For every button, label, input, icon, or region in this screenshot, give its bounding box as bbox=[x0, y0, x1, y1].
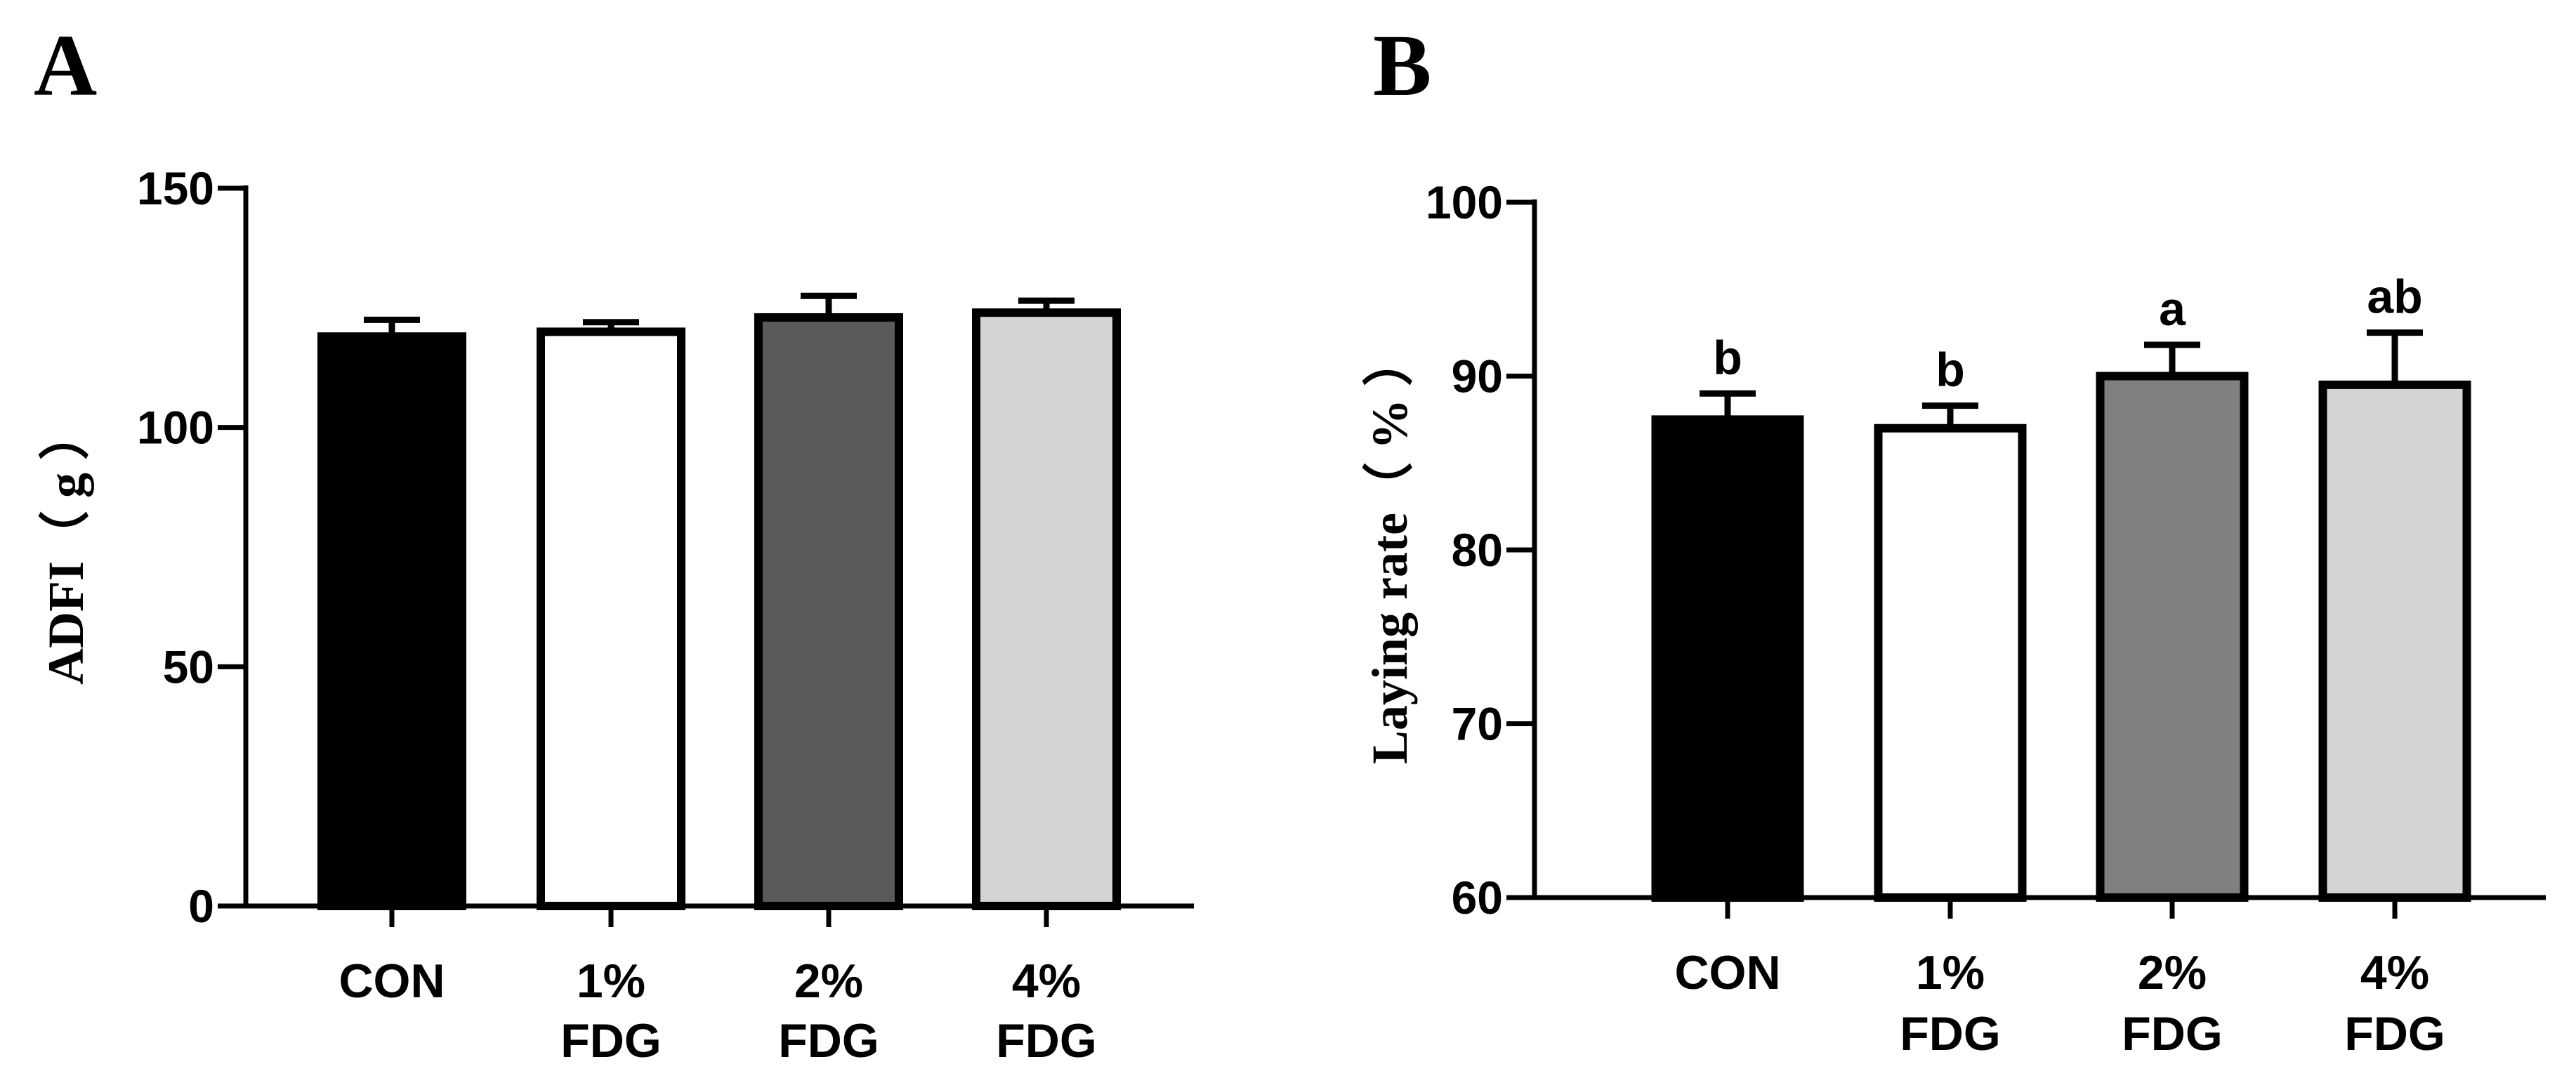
y-tick-label: 100 bbox=[137, 402, 214, 454]
bar bbox=[2318, 380, 2471, 902]
significance-label: ab bbox=[2367, 270, 2422, 324]
y-tick-label: 90 bbox=[1452, 350, 1503, 402]
x-tick-label: 2% bbox=[2138, 946, 2207, 999]
panel-b: B Laying rate（ % ） b CON b 1% FDG a 2% FDG ab 4% FDG… bbox=[1362, 18, 2546, 1061]
panel-letter: B bbox=[1373, 18, 1431, 114]
x-tick-label: FDG bbox=[778, 1014, 879, 1068]
x-tick-label: FDG bbox=[2122, 1007, 2223, 1061]
significance-label: b bbox=[1713, 331, 1742, 384]
panel-a: A ADFI（ g ） CON 1% FDG 2% FDG 4% FDG 0 50 100 150 bbox=[34, 18, 1194, 1068]
x-tick-label: FDG bbox=[2344, 1007, 2445, 1061]
x-tick-label: FDG bbox=[560, 1014, 662, 1068]
significance-label: b bbox=[1936, 343, 1965, 397]
bar bbox=[1874, 423, 2027, 902]
bar bbox=[2096, 372, 2249, 902]
y-tick-label: 70 bbox=[1452, 698, 1503, 750]
x-tick-label: CON bbox=[339, 954, 445, 1008]
y-tick-label: 50 bbox=[163, 641, 214, 692]
bar bbox=[1651, 415, 1804, 902]
x-tick-label: 1% bbox=[1916, 946, 1985, 999]
x-tick-label: FDG bbox=[996, 1014, 1097, 1068]
bar bbox=[754, 313, 903, 910]
x-tick-label: 2% bbox=[794, 954, 863, 1008]
bar bbox=[972, 308, 1121, 910]
y-tick-label: 0 bbox=[188, 880, 214, 932]
y-tick-label: 60 bbox=[1452, 872, 1503, 924]
x-tick-label: 4% bbox=[1012, 954, 1081, 1008]
x-tick-label: 1% bbox=[577, 954, 645, 1008]
bar bbox=[317, 332, 466, 911]
y-axis-title: Laying rate（ % ） bbox=[1362, 336, 1418, 764]
x-tick-label: CON bbox=[1674, 946, 1780, 999]
y-axis-title: ADFI（ g ） bbox=[38, 409, 94, 685]
bar bbox=[537, 327, 685, 910]
significance-label: a bbox=[2159, 282, 2186, 336]
y-tick-label: 150 bbox=[137, 162, 214, 214]
x-tick-label: 4% bbox=[2360, 946, 2429, 999]
x-tick-label: FDG bbox=[1900, 1007, 2001, 1061]
panel-letter: A bbox=[34, 18, 97, 114]
y-tick-label: 100 bbox=[1426, 176, 1503, 228]
y-tick-label: 80 bbox=[1452, 524, 1503, 576]
